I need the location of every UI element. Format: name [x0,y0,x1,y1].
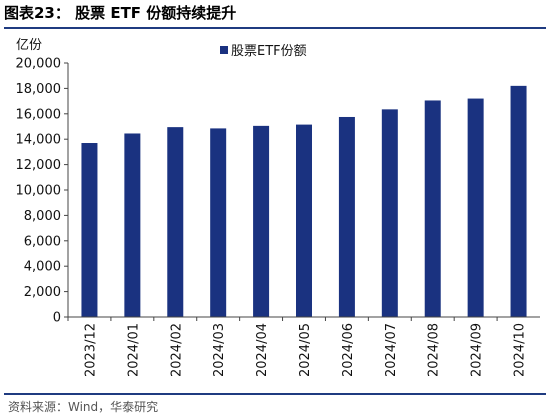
y-tick-label: 8,000 [24,209,61,224]
x-tick-label: 2024/06 [341,323,356,377]
bar [510,85,527,317]
bottom-rule [4,393,546,395]
x-tick-label: 2024/01 [126,323,141,377]
y-tick-label: 14,000 [16,133,62,148]
x-tick-label: 2024/07 [384,323,399,377]
bar [338,116,355,317]
bar [424,100,441,317]
chart-legend: 股票ETF份额 [220,44,307,59]
x-tick-label: 2024/08 [427,323,442,377]
x-tick-label: 2024/10 [513,323,528,377]
bar [467,98,484,317]
y-tick-label: 2,000 [24,285,61,300]
y-tick-label: 16,000 [16,107,62,122]
y-tick-label: 0 [53,311,61,326]
x-tick-label: 2024/05 [298,323,313,377]
bar [381,109,398,317]
bar [210,128,227,317]
bar [81,143,98,317]
y-tick-label: 4,000 [24,260,61,275]
legend-swatch [220,46,228,54]
figure-title: 图表23： 股票 ETF 份额持续提升 [4,4,237,22]
title-rule [4,27,546,29]
bar [124,133,141,317]
x-tick-label: 2024/09 [470,323,485,377]
legend-label: 股票ETF份额 [231,44,307,59]
y-axis-unit-label: 亿份 [16,38,42,53]
x-tick-label: 2023/12 [83,323,98,377]
bar [253,125,270,318]
bar [167,127,184,317]
x-tick-label: 2024/04 [255,323,270,377]
bar [296,124,312,317]
y-tick-label: 6,000 [24,234,61,249]
x-tick-label: 2024/02 [169,323,184,377]
y-tick-label: 18,000 [16,82,62,97]
x-tick-label: 2024/03 [212,323,227,377]
y-tick-label: 20,000 [16,57,62,72]
y-tick-label: 12,000 [16,158,62,173]
y-tick-label: 10,000 [16,184,62,199]
source-note: 资料来源：Wind，华泰研究 [8,400,159,414]
